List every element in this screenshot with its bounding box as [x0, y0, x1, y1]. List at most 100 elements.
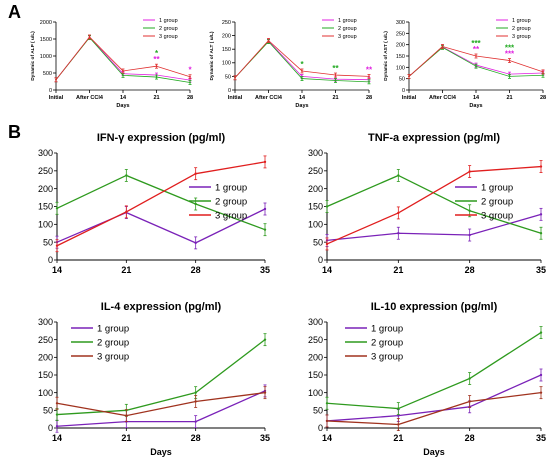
data-point	[125, 174, 128, 177]
data-point	[325, 402, 329, 405]
data-point	[194, 172, 197, 175]
significance-marker: **	[153, 55, 160, 64]
legend-label-2: 2 group	[159, 26, 178, 32]
series-line-1	[326, 374, 542, 422]
y-tick-label: 150	[308, 370, 323, 380]
y-tick-label: 1000	[40, 54, 52, 60]
data-point	[263, 338, 267, 341]
data-point	[263, 228, 267, 231]
legend-label-3: 3 group	[371, 352, 403, 363]
y-tick-label: 0	[318, 423, 323, 433]
y-tick-label: 50	[225, 74, 231, 80]
y-tick-label: 0	[48, 255, 53, 265]
data-point	[334, 79, 337, 82]
x-axis-label: Days	[150, 447, 172, 457]
data-point	[468, 377, 471, 380]
series-line-3	[56, 392, 266, 417]
x-tick-label: 14	[120, 95, 127, 101]
data-point	[539, 373, 543, 377]
data-point	[408, 75, 410, 78]
legend-label-2: 2 group	[512, 26, 531, 32]
chart-title: IFN-γ expression (pg/ml)	[97, 132, 226, 144]
data-point	[155, 65, 158, 68]
x-axis-label: Days	[423, 447, 445, 457]
data-point	[397, 211, 400, 215]
y-tick-label: 200	[396, 43, 405, 49]
data-point	[508, 75, 511, 78]
y-tick-label: 100	[308, 388, 323, 398]
y-tick-label: 100	[308, 219, 323, 229]
data-point	[542, 70, 544, 73]
y-tick-label: 250	[308, 335, 323, 345]
data-point	[325, 419, 329, 423]
data-point	[122, 70, 124, 72]
x-tick-label: 35	[536, 265, 546, 275]
series-line-2	[326, 174, 542, 234]
legend-label-2: 2 group	[97, 338, 129, 349]
y-tick-label: 50	[313, 405, 323, 415]
legend-label-1: 1 group	[481, 183, 513, 194]
x-tick-label: 14	[322, 433, 332, 443]
x-tick-label: Initial	[228, 95, 243, 101]
data-point	[263, 160, 267, 164]
data-point	[539, 165, 543, 168]
data-point	[325, 205, 329, 208]
significance-marker: **	[332, 64, 339, 73]
data-point	[397, 174, 400, 177]
x-tick-label: 14	[299, 95, 306, 101]
y-tick-label: 250	[222, 20, 231, 26]
data-point	[194, 241, 197, 245]
x-axis-label: Days	[116, 103, 129, 109]
panel-letter-a: A	[8, 2, 21, 22]
series-line-3	[326, 392, 542, 426]
x-tick-label: Initial	[402, 95, 417, 101]
data-point	[397, 414, 400, 417]
x-tick-label: 14	[52, 265, 62, 275]
series-line-2	[56, 174, 266, 231]
y-tick-label: 250	[308, 166, 323, 176]
data-point	[189, 75, 191, 78]
data-point	[189, 81, 191, 84]
y-tick-label: 500	[43, 71, 52, 77]
x-tick-label: 21	[393, 265, 403, 275]
data-point	[539, 213, 543, 216]
x-tick-label: 21	[506, 95, 512, 101]
y-tick-label: 250	[38, 335, 53, 345]
data-point	[325, 242, 329, 246]
chart-alp: 0 500 1000 1500 2000 Initial After CCl4 14 21 28 D…	[30, 18, 193, 109]
legend-label-1: 1 group	[512, 18, 531, 24]
data-point	[88, 36, 91, 38]
chart-ifn: 0 50 100 150 200 250 300 14 21 28 35 IFN-γ expressi…	[38, 132, 270, 275]
significance-marker: *	[155, 49, 159, 58]
data-point	[397, 232, 400, 235]
significance-marker: *	[300, 60, 304, 69]
y-tick-label: 100	[38, 219, 53, 229]
x-tick-label: 28	[465, 433, 475, 443]
data-point	[468, 170, 471, 173]
data-point	[539, 331, 543, 334]
legend-label-1: 1 group	[215, 183, 247, 194]
data-point	[125, 414, 128, 417]
x-tick-label: Initial	[49, 95, 64, 101]
x-tick-label: 14	[473, 95, 480, 101]
significance-marker: **	[473, 45, 480, 54]
data-point	[441, 45, 444, 48]
data-point	[55, 425, 59, 428]
chart-title: TNF-a expression (pg/ml)	[368, 132, 500, 144]
y-tick-label: 200	[308, 184, 323, 194]
x-tick-label: 21	[121, 433, 131, 443]
chart-title: IL-4 expression (pg/ml)	[101, 301, 222, 313]
panel-letter-b: B	[8, 122, 21, 142]
y-tick-label: 50	[399, 77, 405, 83]
y-tick-label: 200	[38, 352, 53, 362]
data-point	[301, 77, 303, 80]
legend-label-1: 1 group	[338, 18, 357, 24]
data-point	[55, 402, 59, 405]
y-axis-label: Dynamic of AST ( u/L)	[383, 31, 389, 81]
data-point	[334, 74, 337, 76]
y-tick-label: 50	[313, 237, 323, 247]
y-tick-label: 150	[396, 54, 405, 60]
data-point	[55, 244, 59, 247]
legend-label-1: 1 group	[97, 324, 129, 335]
legend: 1 group 2 group 3 group	[143, 18, 178, 40]
